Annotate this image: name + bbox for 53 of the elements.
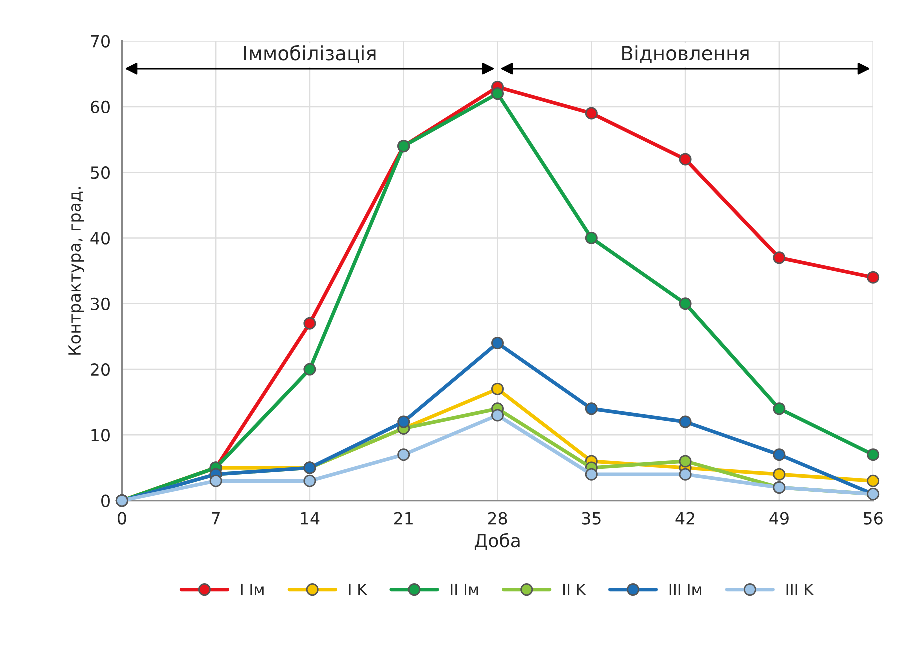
point [585,402,598,416]
y-axis-title: Контрактура, град. [68,187,84,355]
point [679,153,692,166]
y-tick-label: 40 [90,232,110,245]
point [398,416,410,428]
point [398,448,410,462]
x-axis-title: Доба [474,533,520,550]
y-tick-label: 50 [91,166,110,180]
x-tick-label: 0 [118,512,126,525]
annotation: Відновлення [622,46,749,64]
legend-label: III Iм [670,584,702,596]
point [679,298,692,310]
point [210,474,222,488]
point [304,363,316,376]
point [867,474,880,488]
point [679,455,692,468]
x-tick-label: 56 [864,512,883,525]
point [773,252,786,264]
x-tick-label: 28 [488,512,508,525]
legend-label: III K [786,584,814,596]
point [585,232,598,244]
point [492,409,504,422]
point [492,382,504,396]
y-tick-label: 0 [102,494,110,508]
y-tick-label: 60 [91,100,110,114]
legend-label: I K [349,584,368,596]
point [679,416,692,428]
x-tick-label: 21 [394,512,413,525]
y-tick-label: 20 [91,363,110,376]
y-tick-label: 30 [91,298,110,310]
x-tick-label: 42 [676,512,694,525]
point [492,88,504,100]
point [304,474,316,488]
x-tick-label: 14 [301,512,320,525]
point [867,271,880,284]
point [679,468,692,481]
point [773,448,786,462]
x-tick-label: 49 [770,512,789,525]
point [492,337,504,350]
y-tick-label: 70 [91,35,110,48]
x-tick-label: 7 [212,512,220,525]
legend-label: II K [564,584,586,596]
legend-label: II Iм [451,584,478,596]
x-tick-label: 35 [582,512,601,525]
legend-label: I Iм [241,584,264,596]
point [773,468,786,481]
annotation: Іммобілізація [244,45,376,64]
y-tick-label: 10 [92,429,110,442]
point [773,402,786,416]
point [585,468,598,481]
point [585,107,598,120]
point [304,317,316,330]
point [867,448,880,462]
